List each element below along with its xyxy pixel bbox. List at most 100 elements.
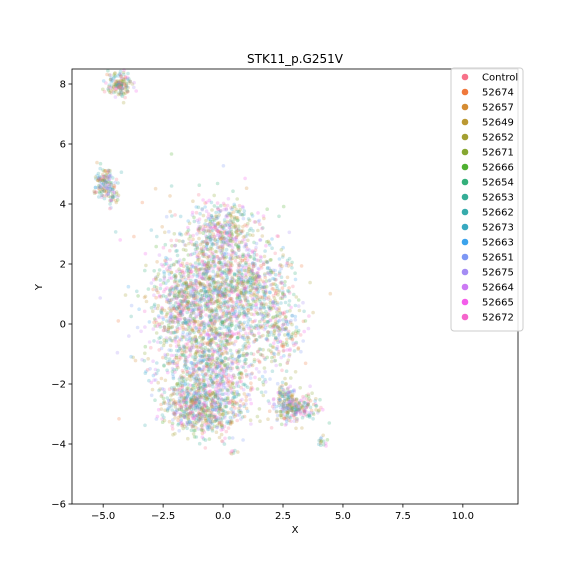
y-tick-label: 0: [60, 320, 66, 331]
data-point: [163, 242, 168, 247]
data-point: [217, 286, 222, 291]
data-point: [261, 380, 265, 385]
data-point: [173, 431, 177, 436]
data-point: [252, 293, 257, 298]
data-point: [205, 305, 209, 309]
data-point: [213, 249, 218, 254]
data-point: [197, 236, 201, 241]
data-point: [257, 377, 262, 382]
data-point: [173, 329, 178, 333]
data-point: [165, 311, 170, 315]
data-point: [196, 255, 200, 260]
data-point: [117, 417, 121, 421]
data-point: [213, 364, 218, 368]
data-point: [200, 263, 205, 267]
data-point: [223, 256, 227, 261]
data-point: [209, 374, 214, 379]
data-point: [240, 272, 245, 277]
data-point: [255, 271, 259, 275]
data-point: [224, 374, 229, 379]
data-point: [205, 342, 210, 346]
data-point: [205, 241, 209, 246]
data-point: [201, 213, 206, 218]
data-point: [183, 404, 188, 409]
data-point: [185, 264, 189, 268]
data-point: [205, 235, 209, 239]
data-point: [214, 373, 219, 377]
data-point: [224, 347, 229, 351]
data-point: [209, 318, 213, 322]
data-point: [222, 292, 226, 297]
data-point: [185, 387, 189, 392]
data-point: [236, 277, 241, 282]
data-point: [224, 255, 229, 259]
data-point: [203, 345, 208, 350]
data-point: [192, 401, 197, 406]
data-point: [175, 335, 179, 339]
data-point: [210, 290, 214, 294]
data-point: [184, 359, 188, 364]
data-point: [190, 274, 194, 279]
data-point: [186, 284, 191, 288]
data-point: [301, 339, 306, 343]
data-point: [198, 282, 203, 287]
data-point: [207, 315, 212, 320]
data-point: [230, 361, 234, 365]
data-point: [186, 271, 191, 275]
data-point: [175, 316, 179, 320]
data-point: [244, 394, 249, 399]
data-point: [194, 344, 199, 348]
data-point: [198, 281, 202, 286]
data-point: [178, 263, 183, 268]
data-point: [162, 271, 167, 276]
data-point: [215, 364, 219, 369]
data-point: [213, 315, 217, 319]
data-point: [202, 323, 206, 328]
data-point: [194, 363, 198, 368]
data-point: [183, 280, 188, 285]
data-point: [193, 278, 198, 283]
data-point: [171, 398, 176, 402]
data-point: [270, 355, 274, 360]
data-point: [193, 336, 198, 341]
data-point: [230, 359, 234, 364]
data-point: [219, 358, 223, 363]
data-point: [256, 228, 260, 233]
data-point: [227, 233, 231, 238]
data-point: [223, 291, 228, 296]
data-point: [200, 259, 204, 263]
data-point: [244, 186, 249, 190]
data-point: [196, 253, 200, 257]
data-point: [226, 342, 230, 347]
data-point: [268, 268, 273, 273]
x-tick-label: 10.0: [452, 511, 474, 522]
data-point: [284, 340, 289, 345]
data-point: [227, 293, 231, 298]
data-point: [250, 267, 254, 272]
legend-label: 52673: [482, 223, 514, 234]
data-point: [163, 230, 167, 235]
data-point: [214, 328, 219, 332]
data-point: [219, 230, 223, 235]
data-point: [212, 253, 216, 257]
data-point: [166, 329, 170, 334]
data-point: [257, 360, 262, 365]
data-point: [257, 370, 261, 374]
data-point: [180, 350, 184, 355]
data-point: [178, 317, 182, 322]
data-point: [216, 299, 220, 303]
data-point: [203, 240, 208, 244]
data-point: [241, 216, 246, 221]
data-point: [188, 338, 192, 342]
data-point: [164, 314, 168, 319]
data-point: [233, 309, 238, 314]
data-point: [284, 318, 288, 322]
data-point: [183, 317, 187, 321]
data-point: [267, 409, 272, 414]
data-point: [218, 347, 223, 352]
data-point: [194, 369, 199, 374]
data-point: [160, 311, 164, 316]
data-point: [202, 323, 206, 328]
data-point: [192, 303, 196, 307]
data-point: [217, 348, 222, 352]
